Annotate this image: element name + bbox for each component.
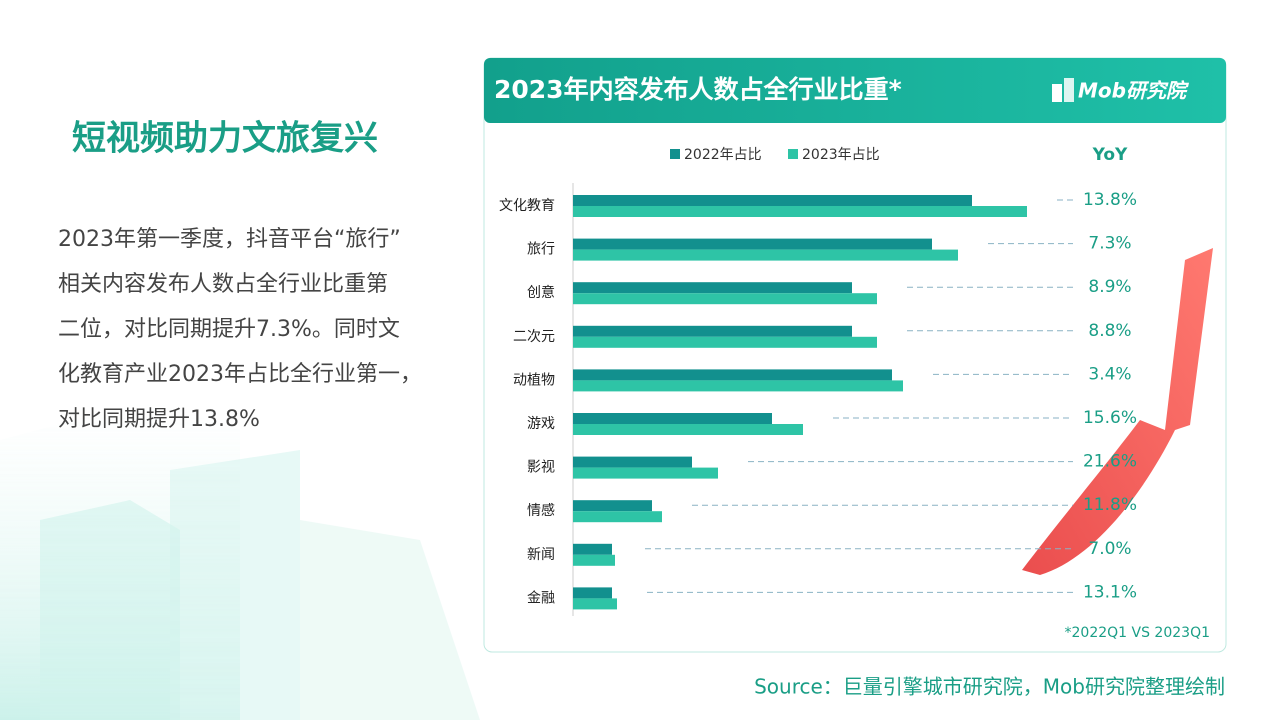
bar xyxy=(573,587,612,599)
bar xyxy=(573,238,932,250)
paragraph: 2023年第一季度，抖音平台“旅行” 相关内容发布人数占全行业比重第二位，对比同期… xyxy=(58,227,422,432)
chart-title: 2023年内容发布人数占全行业比重* xyxy=(494,75,902,104)
legend-swatch xyxy=(670,149,680,159)
logo-text: Mob研究院 xyxy=(1078,79,1190,103)
legend-label: 2022年占比 xyxy=(684,147,762,163)
category-label: 情感 xyxy=(527,502,555,519)
bar xyxy=(573,456,692,468)
category-label: 金融 xyxy=(527,590,555,606)
paragraph-line: 化教育产业2023年占比全行业第一， xyxy=(58,362,422,387)
category-label: 二次元 xyxy=(513,329,555,345)
paragraph-line: 对比同期提升13.8% xyxy=(58,407,260,432)
slide-heading: 短视频助力文旅复兴 xyxy=(72,119,378,159)
bar xyxy=(573,500,652,512)
yoy-label: 15.6% xyxy=(1083,408,1137,428)
bar xyxy=(573,467,718,479)
bar xyxy=(573,249,958,261)
chart-header xyxy=(484,58,1226,123)
footnote: *2022Q1 VS 2023Q1 xyxy=(1065,625,1210,641)
trend-arrow xyxy=(1022,248,1213,575)
yoy-label: 8.8% xyxy=(1088,321,1131,341)
background-decoration xyxy=(0,400,480,720)
bar xyxy=(573,325,852,337)
bar xyxy=(573,206,1027,217)
yoy-label: 13.1% xyxy=(1083,582,1137,602)
yoy-label: 8.9% xyxy=(1088,277,1131,297)
bar xyxy=(573,369,892,381)
category-label: 影视 xyxy=(527,460,555,476)
bar xyxy=(573,511,662,523)
bar xyxy=(573,195,972,206)
bar xyxy=(573,413,772,424)
bar xyxy=(573,380,903,392)
paragraph-line: 2023年第一季度，抖音平台“旅行” xyxy=(58,227,401,252)
category-label: 创意 xyxy=(527,284,555,301)
bar xyxy=(573,598,617,610)
bar xyxy=(573,543,612,555)
legend-label: 2023年占比 xyxy=(802,147,880,163)
source: Source：巨量引擎城市研究院，Mob研究院整理绘制 xyxy=(754,675,1225,699)
yoy-label: 11.8% xyxy=(1083,495,1137,515)
bar xyxy=(573,424,803,435)
bar xyxy=(573,554,615,566)
yoy-label: 7.0% xyxy=(1088,539,1131,559)
yoy-label: 3.4% xyxy=(1088,364,1131,384)
yoy-header: YoY xyxy=(1092,145,1128,165)
legend-swatch xyxy=(788,149,798,159)
bar xyxy=(573,282,852,294)
category-label: 游戏 xyxy=(527,416,555,432)
bar xyxy=(573,293,877,305)
yoy-label: 7.3% xyxy=(1088,234,1131,254)
paragraph-line: 相关内容发布人数占全行业比重第 xyxy=(58,272,388,297)
bar xyxy=(573,336,877,348)
category-label: 动植物 xyxy=(513,372,555,388)
category-label: 文化教育 xyxy=(499,198,555,214)
yoy-label: 13.8% xyxy=(1083,190,1137,210)
category-label: 旅行 xyxy=(527,242,555,258)
category-label: 新闻 xyxy=(527,547,555,563)
yoy-label: 21.6% xyxy=(1083,452,1137,472)
paragraph-line: 二位，对比同期提升7.3%。同时文 xyxy=(58,317,400,342)
logo: Mob研究院 xyxy=(1052,78,1190,103)
